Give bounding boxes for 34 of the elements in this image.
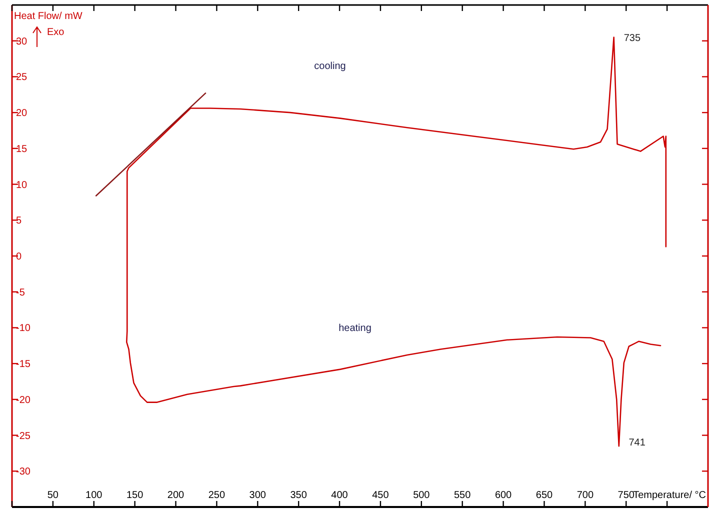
x-axis-title: Temperature/ °C [633, 490, 706, 501]
x-tick-label: 300 [249, 490, 266, 501]
y-tick-label: -5 [16, 287, 26, 298]
x-tick-label: 450 [372, 490, 390, 501]
y-tick-label: -30 [16, 466, 31, 478]
x-tick-label: 550 [454, 490, 472, 501]
y-tick-label: 10 [16, 180, 28, 191]
y-tick-label: -10 [16, 323, 31, 334]
x-tick-label: 250 [208, 490, 226, 501]
x-tick-label: 500 [413, 490, 430, 501]
x-tick-label: 400 [331, 490, 348, 501]
annotation: heating [338, 323, 372, 334]
x-tick-label: 700 [576, 490, 594, 501]
annotation: cooling [314, 61, 346, 72]
y-tick-label: 15 [16, 144, 28, 155]
x-tick-label: 200 [167, 490, 185, 501]
x-tick-label: 350 [290, 490, 308, 501]
x-tick-label: 600 [494, 490, 512, 501]
x-tick-label: 100 [86, 490, 103, 501]
y-tick-label: 30 [16, 36, 28, 48]
x-tick-label: 750 [618, 490, 635, 501]
annotation: Exo [47, 27, 65, 38]
y-tick-label: 5 [16, 216, 22, 227]
y-tick-label: -15 [16, 359, 31, 370]
annotation: 735 [624, 32, 641, 44]
x-tick-label: 150 [126, 490, 144, 501]
y-tick-label: 20 [16, 108, 28, 120]
y-tick-label: -25 [16, 430, 31, 442]
y-axis-title: Heat Flow/ mW [14, 11, 83, 22]
x-tick-label: 650 [536, 490, 554, 501]
annotation: 741 [628, 438, 646, 449]
y-tick-label: 25 [16, 72, 28, 84]
y-tick-label: -20 [16, 394, 31, 406]
x-tick-label: 50 [47, 490, 59, 501]
